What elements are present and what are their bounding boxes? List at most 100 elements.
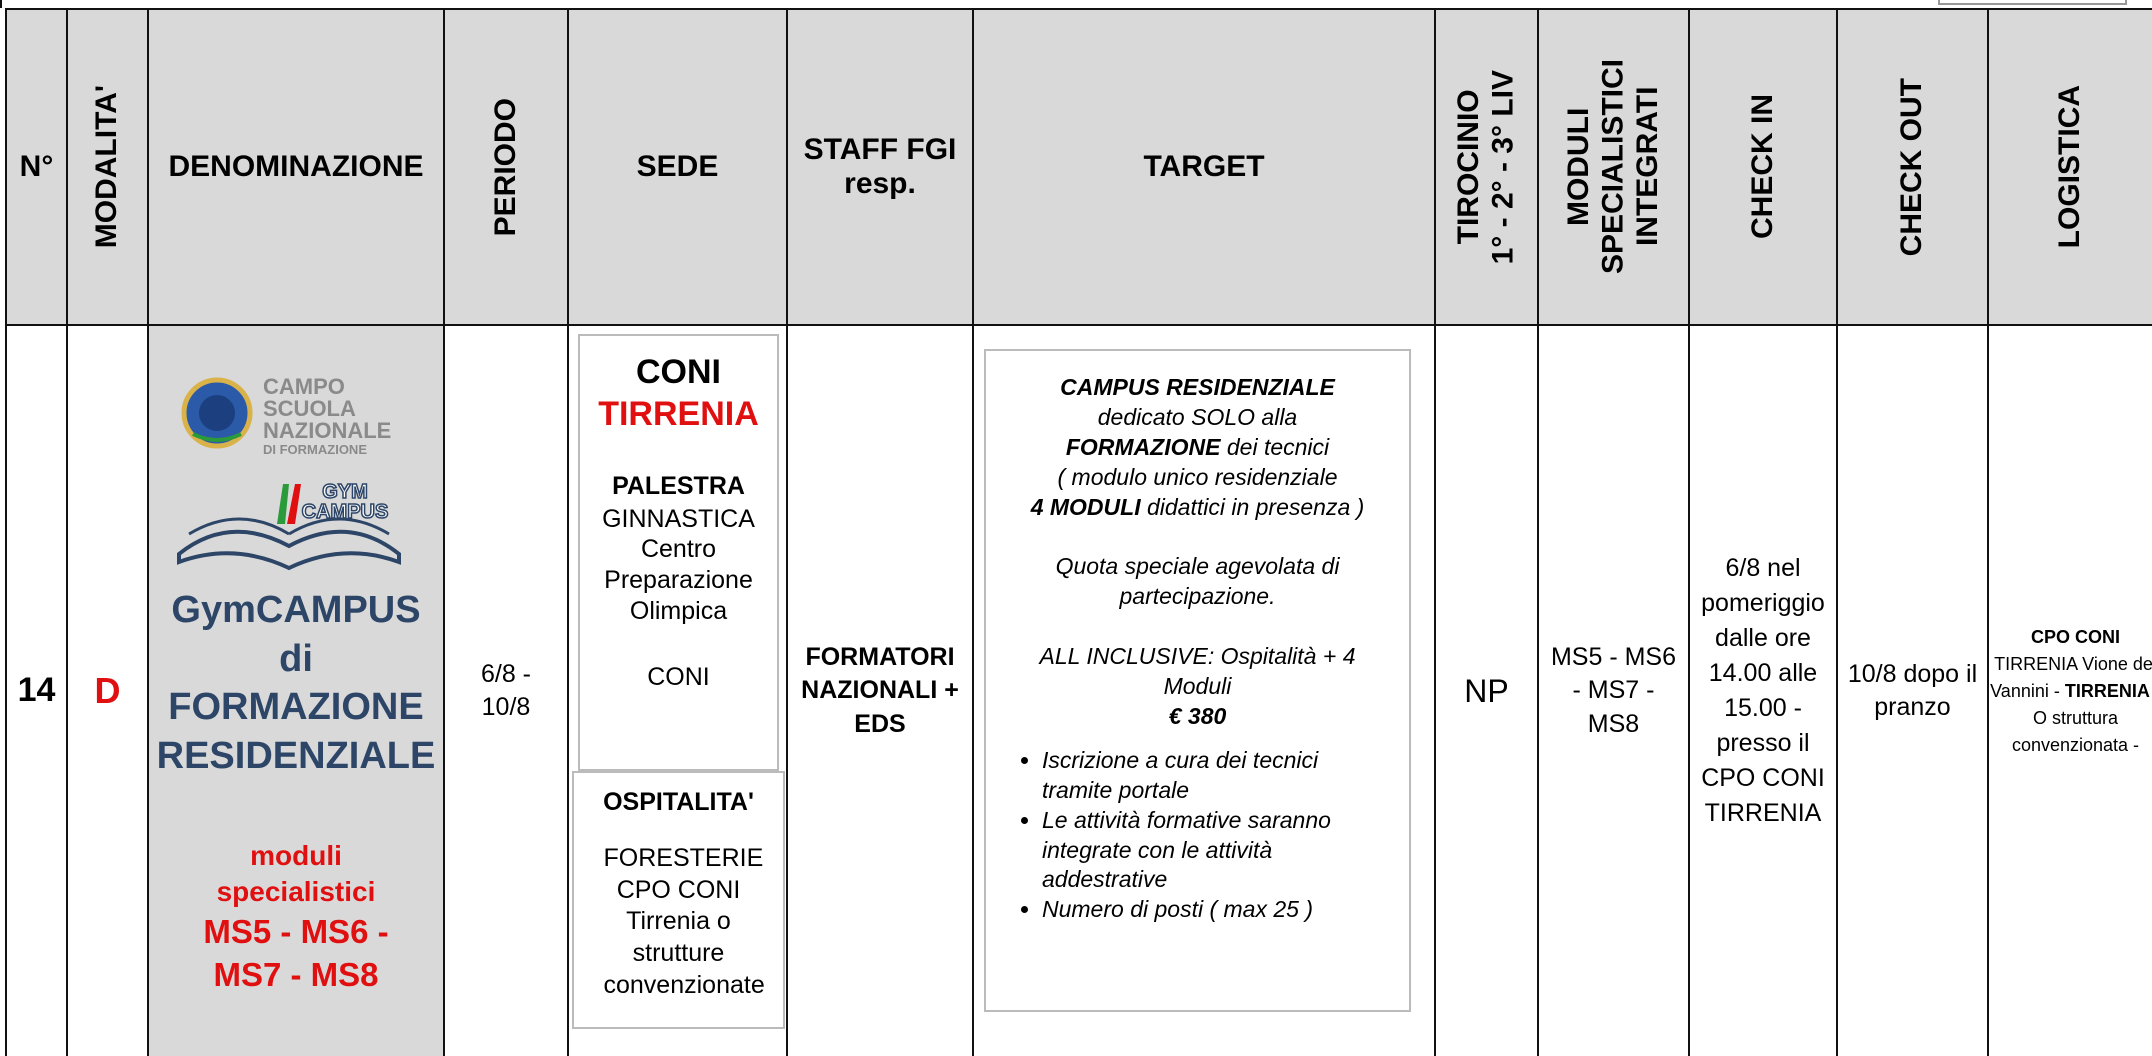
target-box: CAMPUS RESIDENZIALE dedicato SOLO alla F… [984, 349, 1411, 1012]
denomination-subtitle: moduli specialistici MS5 - MS6 - MS7 - M… [149, 838, 443, 997]
venue-box: CONI TIRRENIA PALESTRA GINNASTICA Centro… [578, 334, 779, 771]
cell: 6/8 - 10/8 [443, 324, 569, 1056]
title-line: di [279, 637, 313, 680]
header-text: MODULI [1561, 107, 1595, 227]
internship: NP [1464, 672, 1509, 709]
title-line: GymCAMPUS [171, 589, 421, 631]
venue-name: CONI [636, 353, 721, 391]
hospitality-text: FORESTERIE CPO CONI Tirrenia o strutture… [603, 843, 765, 999]
hospitality-title: OSPITALITA' [603, 788, 754, 816]
header-cell: CHECK IN [1688, 8, 1838, 326]
header-cell: TARGET [972, 8, 1436, 326]
cell: 6/8 nel pomeriggio dalle ore 14.00 alle … [1688, 324, 1838, 1056]
header-cell: N° [5, 8, 68, 326]
denomination-title: GymCAMPUS di FORMAZIONE RESIDENZIALE [149, 586, 443, 781]
target-line: dedicato SOLO alla [1097, 403, 1298, 430]
title-line: FORMAZIONE [168, 686, 424, 729]
period: 6/8 - 10/8 [480, 659, 532, 721]
logistics: CPO CONI TIRRENIA Vione dei Vannini - TI… [1989, 624, 2152, 759]
target-title: CAMPUS RESIDENZIALE [1060, 374, 1335, 400]
header-text: SEDE [636, 149, 719, 183]
cell: 14 [5, 324, 68, 1056]
target-line: FORMAZIONE dei tecnici [1066, 433, 1329, 463]
header-text: PERIODO [488, 97, 522, 237]
header-text: LOGISTICA [2053, 85, 2087, 249]
logistics-text: TIRRENIA Vione dei Vannini - [1990, 653, 2152, 701]
venue-place: TIRRENIA [598, 395, 759, 434]
logo-text: CAMPUS [302, 501, 389, 523]
hospitality-box: OSPITALITA' FORESTERIE CPO CONI Tirrenia… [572, 771, 785, 1029]
header-text: resp. [844, 167, 916, 200]
header-cell: CHECK OUT [1836, 8, 1989, 326]
header-cell: STAFF FGI resp. [786, 8, 974, 326]
header-cell: MODULI SPECIALISTICI INTEGRATI [1537, 8, 1690, 326]
header-text: CHECK IN [1745, 94, 1779, 240]
subtitle-line: specialistici [216, 876, 376, 908]
header-text: INTEGRATI [1630, 87, 1664, 247]
logo-text: DI FORMAZIONE [263, 442, 367, 457]
cell: CONI TIRRENIA PALESTRA GINNASTICA Centro… [567, 324, 788, 1056]
header-cell: TIROCINIO 1° - 2° - 3° LIV [1434, 8, 1539, 326]
cell: MS5 - MS6 - MS7 - MS8 [1537, 324, 1690, 1056]
logo-text: SCUOLA [263, 396, 356, 421]
target-bullet: Numero di posti ( max 25 ) [1042, 895, 1391, 925]
venue-gym: GINNASTICA [602, 504, 755, 533]
header-text: TIROCINIO [1452, 89, 1485, 245]
header-cell: DENOMINAZIONE [147, 8, 445, 326]
cell: D [66, 324, 149, 1056]
cell: CAMPO SCUOLA NAZIONALE DI FORMAZIONE GYM… [147, 324, 445, 1056]
top-box [1938, 0, 2127, 5]
target-list: Iscrizione a cura dei tecnici tramite po… [1004, 746, 1391, 925]
target-bullet: Le attività formative saranno integrate … [1042, 806, 1391, 896]
venue-centre: Centro Preparazione Olimpica [604, 534, 753, 626]
top-border [0, 0, 9, 8]
header-text: CHECK OUT [1895, 77, 1929, 257]
modality: D [94, 670, 121, 712]
header-text: MODALITA' [90, 85, 124, 249]
cell: FORMATORI NAZIONALI + EDS [786, 324, 974, 1056]
logo-text: GYM [322, 481, 368, 503]
logistics-bold: TIRRENIA [2064, 680, 2150, 701]
header-text-group: TIROCINIO 1° - 2° - 3° LIV [1452, 70, 1521, 264]
header-text: 1° - 2° - 3° LIV [1486, 69, 1520, 265]
header-cell: PERIODO [443, 8, 569, 326]
modules: MS5 - MS6 - MS7 - MS8 [1550, 643, 1677, 738]
header-text: TARGET [1143, 149, 1265, 183]
target-line: ( modulo unico residenziale [1057, 463, 1338, 490]
header-text: DENOMINAZIONE [168, 149, 424, 183]
staff: FORMATORI NAZIONALI + EDS [801, 643, 959, 738]
check-in: 6/8 nel pomeriggio dalle ore 14.00 alle … [1701, 554, 1825, 827]
logo: CAMPO SCUOLA NAZIONALE DI FORMAZIONE GYM… [177, 374, 401, 571]
header-cell: LOGISTICA [1987, 8, 2152, 326]
target-bullet: Iscrizione a cura dei tecnici tramite po… [1042, 746, 1391, 806]
target-inclusive: ALL INCLUSIVE: Ospitalità + 4 Moduli [1039, 643, 1356, 700]
target-quota: Quota speciale agevolata di partecipazio… [1055, 553, 1340, 610]
subtitle-line: MS7 - MS8 [213, 955, 379, 993]
target-price: € 380 [1168, 703, 1227, 730]
logo-text: CAMPO [263, 374, 345, 399]
header-cell: MODALITA' [66, 8, 149, 326]
logistics-bold: CPO CONI [2030, 626, 2120, 647]
header-text: STAFF FGI [803, 132, 957, 166]
subtitle-line: moduli [250, 840, 342, 871]
check-out: 10/8 dopo il pranzo [1847, 659, 1978, 721]
header-text: N° [19, 149, 54, 183]
cell: CPO CONI TIRRENIA Vione dei Vannini - TI… [1987, 324, 2152, 1056]
row-number: 14 [17, 671, 56, 710]
venue-gym-title: PALESTRA [612, 472, 745, 501]
logistics-text: - O struttura convenzionata - [2011, 707, 2140, 755]
header-text-group: MODULI SPECIALISTICI INTEGRATI [1562, 59, 1666, 274]
cell: 10/8 dopo il pranzo [1836, 324, 1989, 1056]
cell: CAMPUS RESIDENZIALE dedicato SOLO alla F… [972, 324, 1436, 1056]
header-text: SPECIALISTICI [1596, 59, 1630, 275]
target-bold: FORMAZIONE [1065, 433, 1221, 460]
target-line: 4 MODULI didattici in presenza ) [1031, 493, 1365, 523]
logo-text: NAZIONALE [263, 418, 391, 443]
target-bold: 4 MODULI [1030, 493, 1141, 520]
header-cell: SEDE [567, 8, 788, 326]
target-text: didattici in presenza ) [1140, 493, 1365, 520]
subtitle-line: MS5 - MS6 - [203, 912, 389, 950]
title-line: RESIDENZIALE [156, 734, 436, 777]
cell: NP [1434, 324, 1539, 1056]
